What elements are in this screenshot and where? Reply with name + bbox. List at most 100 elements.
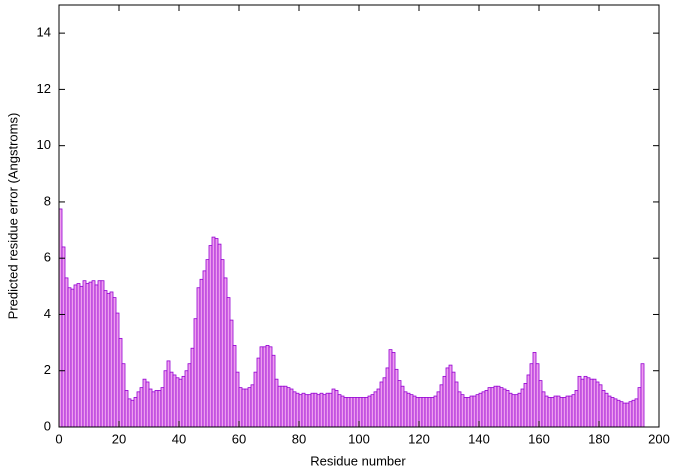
bar <box>154 390 159 428</box>
bar <box>421 397 426 428</box>
bar <box>328 392 333 428</box>
y-tick-label: 0 <box>44 418 51 433</box>
bar <box>532 352 537 428</box>
bar <box>631 399 636 428</box>
bar <box>220 259 225 428</box>
bar <box>265 345 270 428</box>
bar <box>484 390 489 428</box>
bar <box>241 388 246 428</box>
bar <box>538 380 543 428</box>
bar <box>496 385 501 428</box>
bar <box>187 363 192 428</box>
bar <box>403 391 408 428</box>
bar <box>466 397 471 428</box>
bar <box>370 394 375 428</box>
bar <box>499 387 504 428</box>
bar <box>454 381 459 428</box>
x-tick-label: 120 <box>408 431 430 446</box>
x-tick-label: 160 <box>528 431 550 446</box>
bar <box>64 277 69 428</box>
bar <box>577 375 582 428</box>
bar <box>247 387 252 428</box>
x-tick-label: 200 <box>648 431 670 446</box>
bar <box>139 387 144 428</box>
bar <box>88 281 93 428</box>
bar <box>151 391 156 428</box>
bar <box>142 378 147 428</box>
bar <box>451 371 456 428</box>
bar <box>472 395 477 428</box>
bar <box>514 394 519 428</box>
bar <box>634 398 639 428</box>
bar <box>349 397 354 428</box>
bar <box>520 388 525 428</box>
bar <box>115 312 120 428</box>
bar <box>544 395 549 428</box>
bar <box>517 392 522 428</box>
bar <box>277 385 282 428</box>
bar <box>337 394 342 428</box>
bar <box>61 246 66 428</box>
bar <box>274 378 279 428</box>
bar <box>580 378 585 428</box>
x-tick-label: 40 <box>172 431 186 446</box>
bar <box>157 390 162 428</box>
bar <box>568 395 573 428</box>
y-tick-label: 2 <box>44 362 51 377</box>
plot-border <box>58 4 660 428</box>
bar <box>382 377 387 428</box>
bar <box>127 398 132 428</box>
bar <box>106 292 111 428</box>
bar <box>112 297 117 428</box>
bar <box>235 371 240 428</box>
bar <box>559 397 564 428</box>
x-tick-label: 60 <box>232 431 246 446</box>
bar <box>502 388 507 428</box>
bar <box>82 280 87 428</box>
bar <box>406 392 411 428</box>
bar <box>262 346 267 428</box>
y-axis-label: Predicted residue error (Angstroms) <box>5 113 20 320</box>
bar <box>601 390 606 428</box>
bar <box>547 397 552 428</box>
bar <box>181 375 186 428</box>
y-tick-label: 6 <box>44 250 51 265</box>
y-tick-label: 14 <box>37 25 51 40</box>
bar <box>334 390 339 428</box>
bar <box>121 363 126 428</box>
bar <box>586 377 591 428</box>
bar <box>313 392 318 428</box>
bar <box>316 394 321 428</box>
bar <box>424 397 429 428</box>
bar <box>67 287 72 428</box>
bar <box>163 370 168 428</box>
bar <box>481 391 486 428</box>
bar <box>229 319 234 428</box>
bar <box>322 394 327 428</box>
bar <box>613 398 618 428</box>
bar <box>511 394 516 428</box>
bar <box>619 401 624 428</box>
x-axis-label: Residue number <box>310 453 406 468</box>
bar <box>325 392 330 428</box>
y-tick-label: 8 <box>44 193 51 208</box>
bar <box>340 395 345 428</box>
bar <box>304 394 309 428</box>
bar <box>616 399 621 428</box>
bar <box>367 395 372 428</box>
bar <box>301 392 306 428</box>
bar <box>211 236 216 428</box>
bar <box>430 397 435 428</box>
bar <box>571 394 576 428</box>
bar <box>508 392 513 428</box>
bar <box>280 385 285 428</box>
bar <box>400 385 405 428</box>
bar <box>256 357 261 428</box>
bar <box>493 385 498 428</box>
bar <box>307 394 312 428</box>
bar <box>226 297 231 428</box>
bar <box>436 391 441 428</box>
x-tick-label: 20 <box>112 431 126 446</box>
bar <box>289 388 294 428</box>
